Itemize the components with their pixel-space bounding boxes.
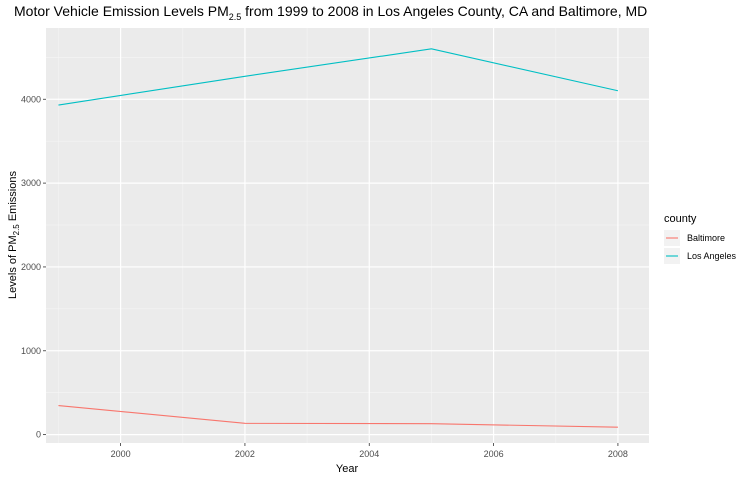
x-axis-title: Year: [336, 463, 359, 475]
y-tick-label: 4000: [21, 94, 41, 104]
legend-label-los-angeles: Los Angeles: [687, 251, 737, 261]
x-tick-label: 2002: [235, 449, 255, 459]
y-axis-title-subscript: 2.5: [12, 224, 21, 236]
chart-title-rest: from 1999 to 2008 in Los Angeles County,…: [241, 3, 647, 19]
y-axis-title-main: Levels of PM: [7, 235, 19, 299]
y-axis-title-rest: Emissions: [7, 171, 19, 225]
plot-panel: [46, 28, 649, 443]
series-lines: [58, 48, 619, 428]
x-tick-label: 2006: [484, 449, 504, 459]
legend-title: county: [664, 213, 697, 225]
y-tick-label: 3000: [21, 178, 41, 188]
chart-title-main: Motor Vehicle Emission Levels PM: [14, 3, 229, 19]
x-axis: 2000 2002 2004 2006 2008: [111, 443, 628, 459]
y-axis: 0 1000 2000 3000 4000: [21, 94, 46, 440]
y-tick-label: 0: [36, 430, 41, 440]
x-tick-label: 2000: [111, 449, 131, 459]
legend-keys: Baltimore Los Angeles: [664, 230, 737, 264]
y-axis-title: Levels of PM2.5 Emissions: [7, 171, 21, 299]
series-line-baltimore: [58, 404, 618, 428]
x-tick-label: 2008: [608, 449, 628, 459]
gridlines: [46, 28, 649, 443]
legend: county Baltimore Los Angeles: [664, 213, 737, 264]
x-tick-label: 2004: [359, 449, 379, 459]
series-line-los-angeles: [58, 48, 619, 106]
y-tick-label: 1000: [21, 346, 41, 356]
legend-label-baltimore: Baltimore: [687, 233, 725, 243]
chart-title-subscript: 2.5: [229, 12, 242, 22]
chart-title: Motor Vehicle Emission Levels PM2.5 from…: [14, 3, 647, 22]
y-tick-label: 2000: [21, 262, 41, 272]
